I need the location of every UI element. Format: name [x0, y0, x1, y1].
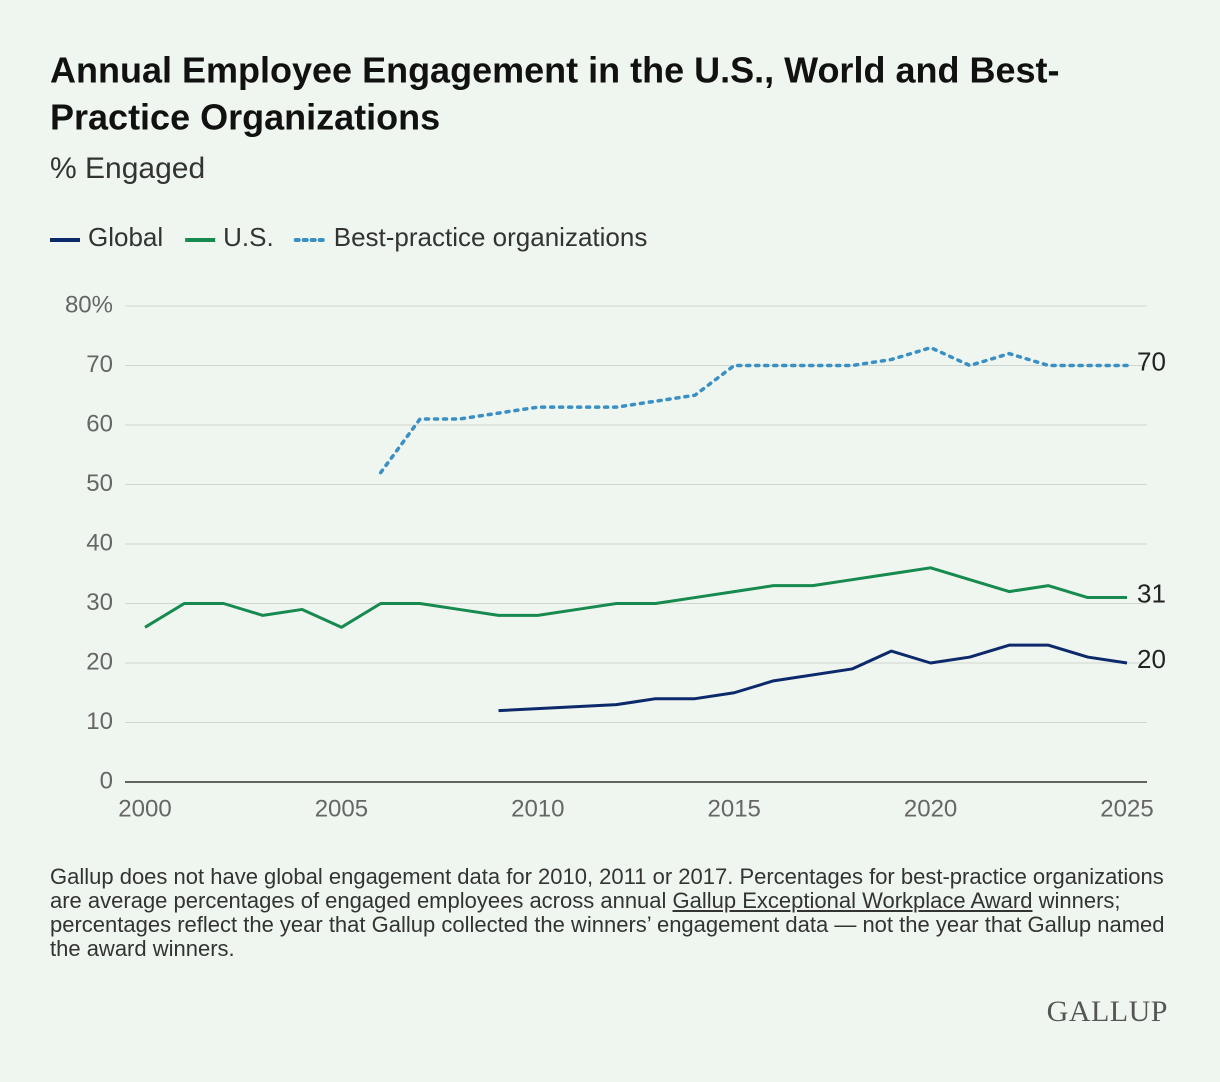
y-tick-label: 0: [100, 767, 113, 794]
chart-title-line-1: Annual Employee Engagement in the U.S., …: [50, 50, 1059, 91]
series-line: [378, 345, 1129, 475]
x-tick-label: 2020: [904, 795, 957, 822]
x-tick-label: 2025: [1100, 795, 1153, 822]
y-tick-label: 10: [86, 708, 113, 735]
series-line: [498, 643, 1128, 713]
footnote-text: winners; percentages reflect the year th…: [50, 888, 1165, 961]
y-tick-label: 20: [86, 648, 113, 675]
y-tick-label: 30: [86, 589, 113, 616]
logo: GALLUP: [1046, 995, 1168, 1028]
y-tick-label: 80%: [65, 291, 113, 318]
legend-label: Best-practice organizations: [334, 222, 648, 252]
chart-title-line-2: Practice Organizations: [50, 97, 440, 138]
y-tick-label: 40: [86, 529, 113, 556]
footnote-text: Gallup does not have global engagement d…: [50, 864, 1164, 913]
series-line: [144, 566, 1127, 629]
footnote: Gallup does not have global engagement d…: [50, 865, 1175, 961]
chart-subtitle: % Engaged: [50, 152, 205, 185]
x-tick-label: 2005: [315, 795, 368, 822]
y-tick-label: 50: [86, 470, 113, 497]
end-label: 31: [1137, 578, 1166, 608]
footnote-link[interactable]: Gallup Exceptional Workplace Award: [672, 888, 1033, 913]
y-tick-label: 70: [86, 351, 113, 378]
legend-label: Global: [88, 222, 163, 252]
end-label: 20: [1137, 644, 1166, 674]
x-tick-label: 2000: [118, 795, 171, 822]
y-tick-label: 60: [86, 410, 113, 437]
end-label: 70: [1137, 346, 1166, 376]
legend-label: U.S.: [223, 222, 274, 252]
x-tick-label: 2015: [708, 795, 761, 822]
x-tick-label: 2010: [511, 795, 564, 822]
chart: Annual Employee Engagement in the U.S., …: [50, 50, 1166, 822]
